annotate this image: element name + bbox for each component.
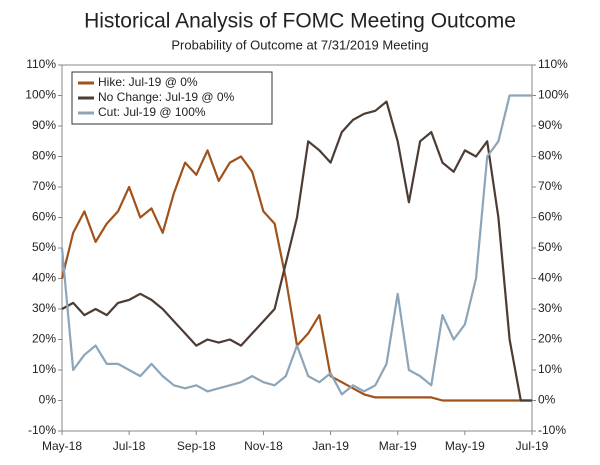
legend-label: Cut: Jul-19 @ 100% <box>98 105 206 119</box>
chart-title: Historical Analysis of FOMC Meeting Outc… <box>84 10 516 33</box>
legend-label: Hike: Jul-19 @ 0% <box>98 75 198 89</box>
x-tick-label: Sep-18 <box>177 439 216 453</box>
legend-box <box>71 71 273 125</box>
y2-tick-label: 10% <box>538 362 562 376</box>
y2-tick-label: 40% <box>538 271 562 285</box>
y2-tick-label: 100% <box>538 88 569 102</box>
x-tick-label: Nov-18 <box>244 439 283 453</box>
y-tick-label: 110% <box>26 57 56 71</box>
y2-tick-label: 70% <box>538 179 562 193</box>
y-tick-label: 50% <box>32 240 56 254</box>
x-tick-label: Jan-19 <box>312 439 349 453</box>
y-tick-label: 80% <box>32 149 56 163</box>
y2-tick-label: 60% <box>538 210 562 224</box>
y-tick-label: 30% <box>32 301 56 315</box>
y2-tick-label: 0% <box>538 393 556 407</box>
y-tick-label: 0% <box>39 393 57 407</box>
y-tick-label: 90% <box>32 118 56 132</box>
x-tick-label: Jul-18 <box>113 439 146 453</box>
y2-tick-label: -10% <box>538 423 566 437</box>
legend-label: No Change: Jul-19 @ 0% <box>98 90 235 104</box>
y-tick-label: -10% <box>28 423 56 437</box>
series-line <box>61 100 532 402</box>
y-tick-label: 10% <box>32 362 56 376</box>
y2-tick-label: 80% <box>538 149 562 163</box>
y2-tick-label: 50% <box>538 240 562 254</box>
x-tick-label: May-18 <box>42 439 82 453</box>
y2-tick-label: 30% <box>538 301 562 315</box>
y2-tick-label: 90% <box>538 118 562 132</box>
x-tick-label: Mar-19 <box>379 439 417 453</box>
y2-tick-label: 110% <box>538 57 568 71</box>
y-tick-label: 20% <box>32 332 56 346</box>
y2-tick-label: 20% <box>538 332 562 346</box>
y-tick-label: 60% <box>32 210 56 224</box>
series-line <box>60 94 532 396</box>
chart-subtitle: Probability of Outcome at 7/31/2019 Meet… <box>171 37 428 52</box>
x-tick-label: May-19 <box>445 439 485 453</box>
y-tick-label: 40% <box>32 271 56 285</box>
x-tick-label: Jul-19 <box>516 439 549 453</box>
y-tick-label: 100% <box>25 88 56 102</box>
series-line <box>60 149 532 402</box>
y-tick-label: 70% <box>32 179 56 193</box>
